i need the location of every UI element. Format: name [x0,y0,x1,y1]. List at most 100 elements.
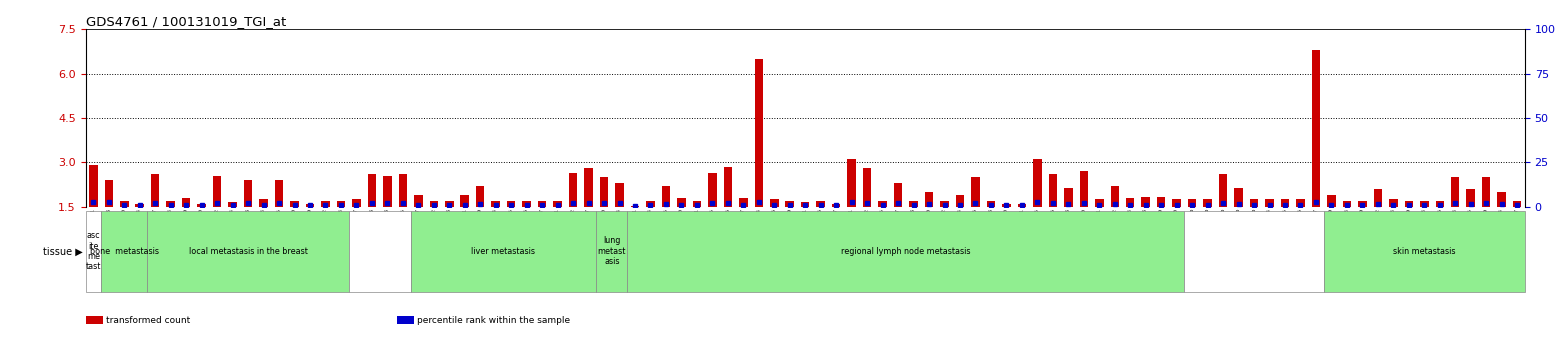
Bar [971,177,980,207]
Bar [1390,200,1397,207]
Bar [661,186,671,207]
Text: liver metastasis: liver metastasis [471,247,535,256]
Bar [893,183,902,207]
Bar [1080,171,1088,207]
Bar [1481,177,1491,207]
Text: asc
ite
me
tast: asc ite me tast [86,231,101,272]
Bar [1512,201,1522,207]
Bar [213,176,221,207]
Bar [367,174,377,207]
Bar [523,201,531,207]
Bar [1281,200,1290,207]
Bar [1452,177,1460,207]
Bar [1187,200,1197,207]
Bar [630,206,640,207]
Bar [1172,200,1181,207]
Bar [120,201,129,207]
Bar [692,201,702,207]
Bar [585,168,593,207]
Bar [1203,200,1212,207]
Bar [1436,201,1444,207]
Bar [104,180,114,207]
Bar [305,204,314,207]
Bar [1343,201,1351,207]
Bar [1064,188,1072,207]
Text: bone  metastasis: bone metastasis [90,247,159,256]
Bar [1265,200,1274,207]
Bar [275,180,283,207]
Bar [1234,188,1243,207]
Bar [135,204,145,207]
Bar [864,168,871,207]
Bar [708,173,717,207]
Bar [1421,201,1428,207]
Bar [461,195,468,207]
Bar [336,201,345,207]
Bar [398,174,408,207]
Bar [677,198,686,207]
Bar [615,183,624,207]
Text: tissue ▶: tissue ▶ [42,246,82,256]
Bar [817,201,825,207]
Bar [321,201,330,207]
Bar [940,201,949,207]
Bar [739,198,747,207]
Bar [352,200,361,207]
Text: GDS4761 / 100131019_TGI_at: GDS4761 / 100131019_TGI_at [86,15,286,28]
Bar [955,195,965,207]
Bar [476,186,484,207]
Bar [1002,204,1011,207]
Bar [1296,200,1305,207]
Bar [801,203,809,207]
Bar [1374,189,1382,207]
Bar [554,201,562,207]
Bar [848,159,856,207]
Bar [909,201,918,207]
Bar [1158,196,1165,207]
Bar [507,201,515,207]
Bar [599,177,608,207]
Bar [1142,196,1150,207]
Bar [383,176,392,207]
Bar [1218,174,1228,207]
Bar [1049,174,1057,207]
Bar [538,201,546,207]
Bar [1312,50,1319,207]
Bar [646,201,655,207]
Bar [1358,201,1366,207]
Bar [492,201,499,207]
Bar [166,201,174,207]
Text: skin metastasis: skin metastasis [1393,247,1455,256]
Bar [569,173,577,207]
Bar [198,204,205,207]
Bar [260,200,268,207]
Bar [291,201,299,207]
Bar [924,192,934,207]
Bar [724,167,733,207]
Bar [1111,186,1119,207]
Bar [1497,192,1506,207]
Bar [1466,189,1475,207]
Bar [229,203,237,207]
Bar [1033,159,1041,207]
Bar [182,198,190,207]
Bar [89,166,98,207]
Bar [1018,204,1025,207]
Bar [1127,198,1134,207]
Text: regional lymph node metastasis: regional lymph node metastasis [842,247,971,256]
Text: local metastasis in the breast: local metastasis in the breast [188,247,308,256]
Bar [755,59,762,207]
Text: lung
metast
asis: lung metast asis [598,236,626,266]
Bar [244,180,252,207]
Bar [786,201,794,207]
Text: transformed count: transformed count [106,316,190,325]
Bar [987,201,996,207]
Bar [770,200,778,207]
Bar [832,204,840,207]
Bar [1249,200,1259,207]
Bar [429,201,439,207]
Bar [414,195,423,207]
Bar [1095,200,1103,207]
Bar [1405,201,1413,207]
Bar [1327,195,1335,207]
